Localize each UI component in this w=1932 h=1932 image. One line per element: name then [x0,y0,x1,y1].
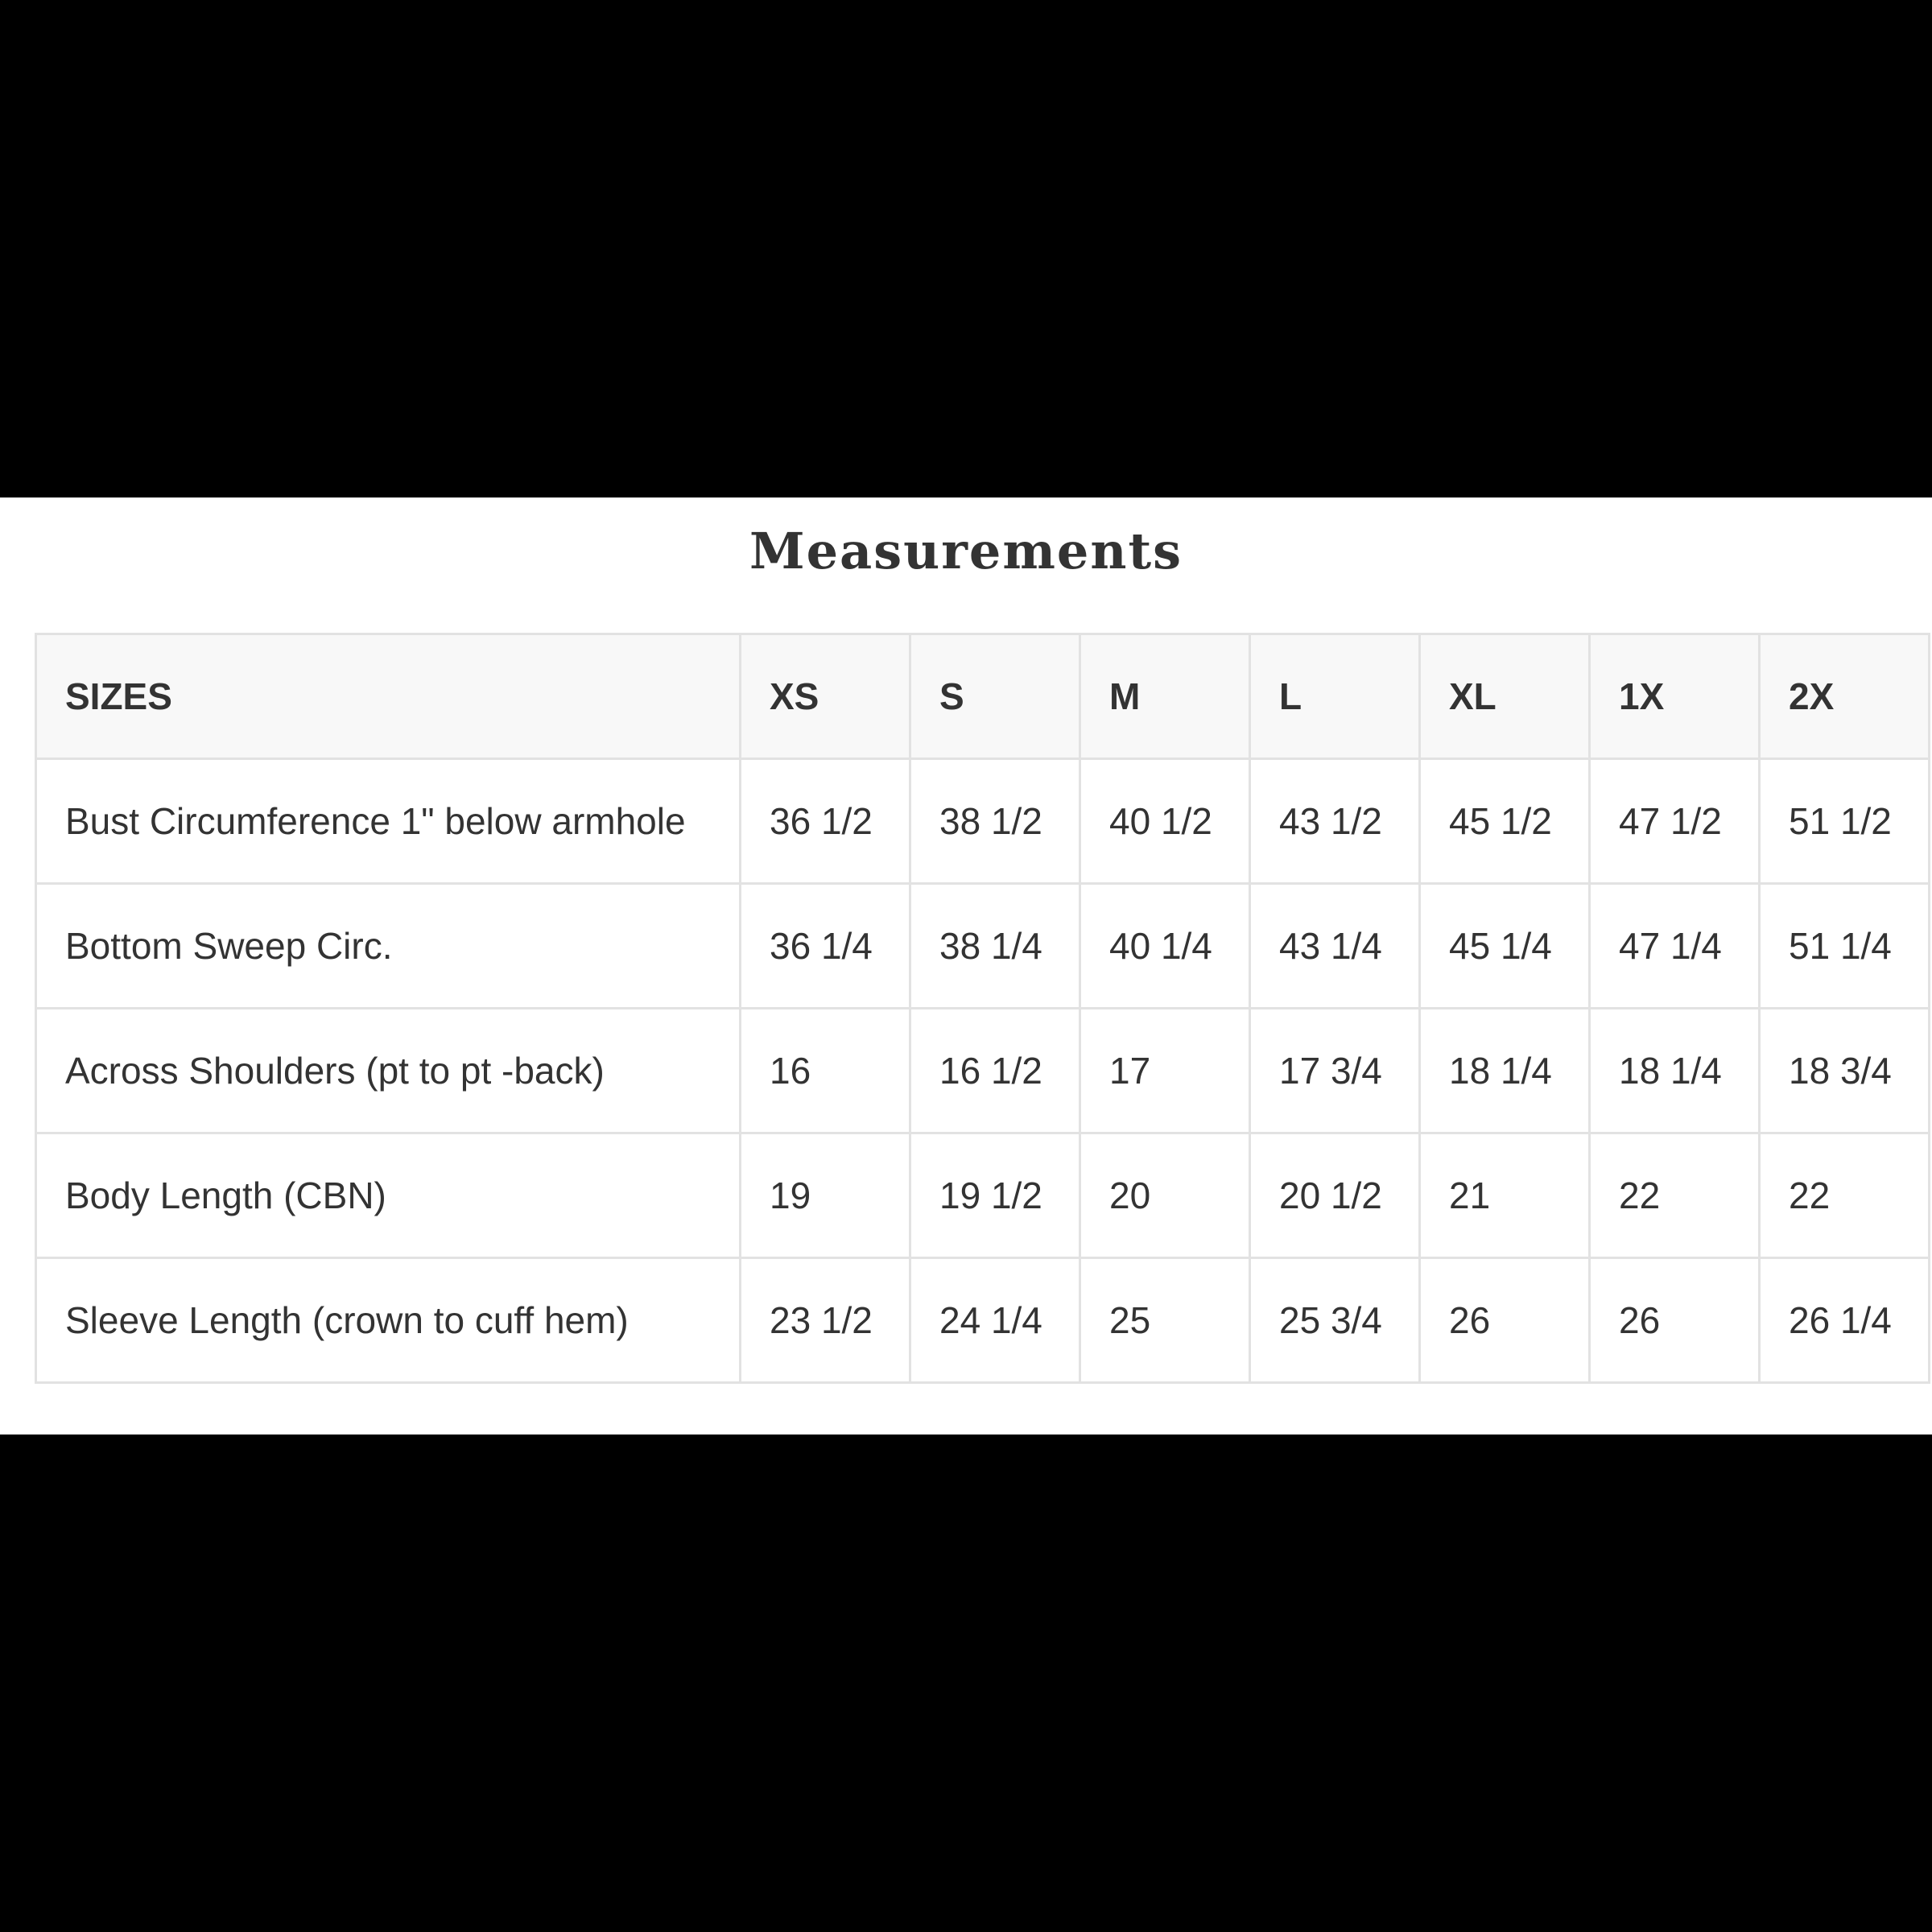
column-header-size: S [909,633,1081,760]
measurement-value: 16 [739,1007,911,1134]
measurement-value: 21 [1418,1132,1591,1259]
measurement-value: 26 [1418,1257,1591,1384]
measurement-value: 40 1/4 [1079,882,1251,1009]
measurement-value: 40 1/2 [1079,758,1251,885]
measurement-value: 18 1/4 [1588,1007,1761,1134]
measurement-value: 43 1/4 [1249,882,1421,1009]
measurement-value: 36 1/4 [739,882,911,1009]
measurement-value: 47 1/2 [1588,758,1761,885]
column-header-size: 1X [1588,633,1761,760]
measurement-value: 36 1/2 [739,758,911,885]
measurement-value: 51 1/4 [1758,882,1930,1009]
column-header-size: 2X [1758,633,1930,760]
column-header-size: XS [739,633,911,760]
measurement-value: 19 1/2 [909,1132,1081,1259]
measurement-value: 22 [1588,1132,1761,1259]
measurement-value: 18 1/4 [1418,1007,1591,1134]
measurement-value: 43 1/2 [1249,758,1421,885]
measurement-value: 26 [1588,1257,1761,1384]
measurement-value: 26 1/4 [1758,1257,1930,1384]
table-row: Bottom Sweep Circ. 36 1/4 38 1/4 40 1/4 43 1… [35,882,1930,1009]
measurement-label: Sleeve Length (crown to cuff hem) [35,1257,741,1384]
measurement-value: 16 1/2 [909,1007,1081,1134]
table-row: Bust Circumference 1" below armhole 36 1/… [35,758,1930,885]
measurement-label: Across Shoulders (pt to pt -back) [35,1007,741,1134]
table-row: Across Shoulders (pt to pt -back) 16 16 1/… [35,1007,1930,1134]
measurement-value: 19 [739,1132,911,1259]
size-chart-table: SIZES XS S M L XL 1X 2X Bust Circumference 1" b… [35,633,1930,1384]
measurement-label: Body Length (CBN) [35,1132,741,1259]
measurement-value: 17 [1079,1007,1251,1134]
measurement-value: 25 3/4 [1249,1257,1421,1384]
measurement-value: 20 [1079,1132,1251,1259]
measurement-value: 18 3/4 [1758,1007,1930,1134]
column-header-sizes: SIZES [35,633,741,760]
table-row: Sleeve Length (crown to cuff hem) 23 1/2 2… [35,1257,1930,1384]
table-row: Body Length (CBN) 19 19 1/2 20 20 1/2 21 22 22 [35,1132,1930,1259]
column-header-size: L [1249,633,1421,760]
header-row: SIZES XS S M L XL 1X 2X [35,633,1930,760]
measurement-label: Bottom Sweep Circ. [35,882,741,1009]
measurement-value: 47 1/4 [1588,882,1761,1009]
measurement-label: Bust Circumference 1" below armhole [35,758,741,885]
measurement-value: 38 1/4 [909,882,1081,1009]
measurement-value: 22 [1758,1132,1930,1259]
measurement-value: 24 1/4 [909,1257,1081,1384]
column-header-size: XL [1418,633,1591,760]
measurement-value: 23 1/2 [739,1257,911,1384]
page-title: Measurements [749,522,1183,580]
measurement-value: 51 1/2 [1758,758,1930,885]
measurement-value: 45 1/4 [1418,882,1591,1009]
measurement-value: 25 [1079,1257,1251,1384]
measurement-value: 20 1/2 [1249,1132,1421,1259]
column-header-size: M [1079,633,1251,760]
measurement-value: 17 3/4 [1249,1007,1421,1134]
measurement-value: 38 1/2 [909,758,1081,885]
measurement-value: 45 1/2 [1418,758,1591,885]
